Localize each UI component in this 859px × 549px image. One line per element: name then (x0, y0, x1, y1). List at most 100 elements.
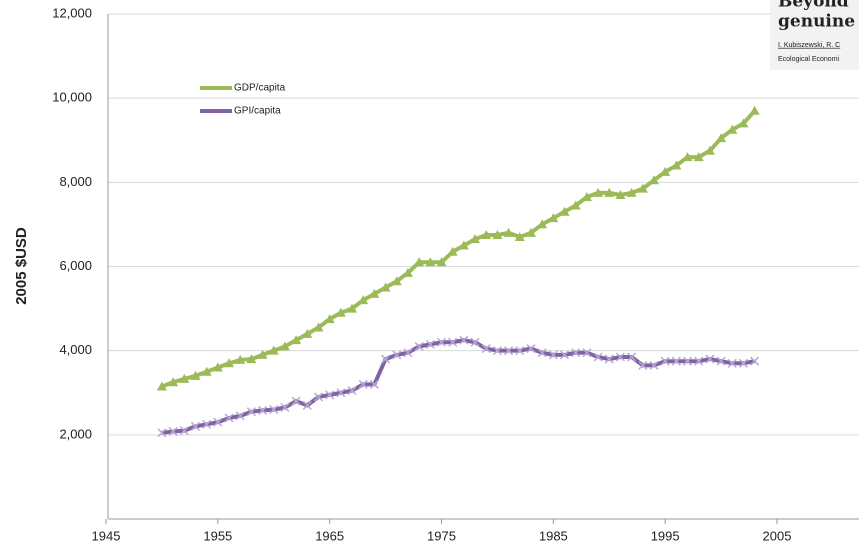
point-marker (156, 381, 167, 391)
point-marker (302, 400, 312, 410)
point-marker (246, 407, 256, 417)
point-marker (190, 421, 200, 431)
point-marker (212, 362, 223, 372)
point-marker (738, 118, 749, 128)
point-marker (604, 354, 614, 364)
overlay-authors: I. Kubiszewski, R. C (778, 42, 840, 49)
point-marker (190, 370, 201, 380)
legend: GDP/capita GPI/capita (200, 83, 286, 117)
point-marker (727, 124, 738, 134)
y-tick-label: 10,000 (52, 90, 92, 105)
point-marker (224, 413, 234, 423)
point-marker (615, 352, 625, 362)
point-marker (671, 160, 682, 170)
overlay-journal: Ecological Economi (778, 56, 840, 63)
point-marker (559, 350, 570, 360)
point-marker (380, 282, 391, 292)
point-marker (694, 356, 704, 366)
point-marker (705, 354, 715, 364)
x-tick-label: 1975 (427, 528, 456, 543)
point-marker (168, 377, 179, 387)
series-line (161, 338, 756, 435)
point-marker (201, 366, 212, 376)
point-marker (381, 354, 391, 364)
point-marker (570, 200, 581, 210)
point-marker (683, 356, 693, 366)
point-marker (347, 303, 358, 313)
point-marker (459, 335, 469, 345)
point-marker (682, 152, 693, 162)
article-overlay: Beyond genuine I. Kubiszewski, R. C Ecol… (770, 0, 859, 70)
x-tick-label: 1995 (651, 528, 680, 543)
y-tick-label: 8,000 (59, 174, 92, 189)
point-marker (627, 352, 637, 362)
point-marker (582, 348, 592, 358)
point-marker (492, 346, 502, 356)
overlay-title: genuine (778, 12, 855, 32)
point-marker (414, 257, 425, 267)
y-tick-label: 4,000 (59, 342, 92, 357)
point-marker (268, 345, 279, 355)
point-marker (593, 352, 603, 362)
point-marker (448, 337, 458, 347)
point-marker (324, 314, 335, 324)
point-marker (671, 356, 681, 366)
x-tick-label: 1955 (203, 528, 232, 543)
point-marker (280, 402, 290, 413)
overlay-title: Beyond (778, 0, 849, 12)
point-marker (168, 426, 178, 436)
point-marker (447, 246, 458, 256)
x-tick-label: 1985 (539, 528, 568, 543)
point-marker (358, 379, 368, 389)
y-axis-label: 2005 $USD (13, 227, 30, 305)
legend-label: GPI/capita (234, 106, 281, 117)
point-marker (436, 337, 447, 347)
point-marker (369, 288, 380, 298)
point-marker (581, 192, 592, 202)
point-marker (503, 227, 514, 237)
point-marker (492, 229, 503, 239)
series-line (161, 109, 757, 389)
point-marker (537, 348, 547, 358)
point-marker (716, 133, 727, 143)
point-marker (235, 354, 246, 364)
point-marker (749, 105, 760, 115)
point-marker (693, 152, 704, 162)
point-marker (302, 328, 313, 338)
point-marker (436, 257, 447, 267)
point-marker (526, 344, 536, 354)
x-tick-label: 1965 (315, 528, 344, 543)
point-marker (403, 348, 413, 358)
point-marker (213, 417, 223, 427)
point-marker (269, 405, 279, 415)
point-marker (358, 295, 369, 305)
point-marker (537, 219, 548, 229)
point-marker (716, 356, 726, 366)
point-marker (515, 346, 525, 356)
point-marker (504, 346, 514, 356)
point-marker (548, 213, 559, 223)
point-marker (402, 267, 413, 277)
point-marker (279, 341, 290, 351)
point-marker (604, 187, 615, 197)
point-marker (750, 356, 760, 366)
point-marker (458, 240, 469, 250)
point-marker (157, 428, 167, 438)
point-marker (470, 234, 481, 244)
point-marker (638, 360, 648, 370)
point-marker (313, 392, 324, 402)
point-marker (571, 348, 581, 358)
point-marker (425, 257, 436, 267)
point-marker (369, 379, 379, 389)
point-marker (336, 388, 346, 398)
x-tick-label: 1945 (92, 528, 121, 543)
point-marker (727, 358, 737, 368)
point-marker (414, 341, 424, 351)
point-marker (392, 350, 402, 360)
point-marker (559, 206, 570, 216)
point-marker (347, 386, 357, 396)
x-tick-label: 2005 (763, 528, 792, 543)
point-marker (179, 373, 190, 383)
point-marker (593, 187, 604, 197)
point-marker (514, 232, 525, 242)
